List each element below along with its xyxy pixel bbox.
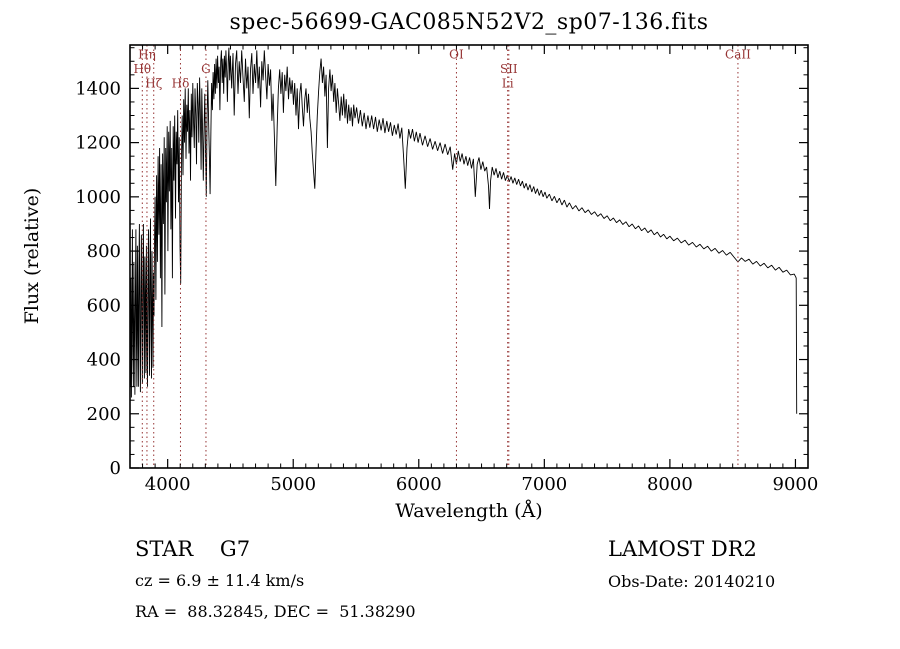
feature-label-Hδ: Hδ (172, 77, 190, 91)
x-tick-label: 7000 (521, 474, 567, 495)
y-tick-label: 400 (87, 350, 121, 371)
y-tick-label: 600 (87, 295, 121, 316)
feature-label-Hθ: Hθ (133, 62, 151, 76)
feature-label-Hη: Hη (138, 48, 156, 62)
x-tick-label: 8000 (647, 474, 693, 495)
y-axis-label: Flux (relative) (21, 187, 43, 325)
spectrum-line (129, 47, 798, 414)
feature-label-SII: SII (500, 62, 518, 76)
plot-frame (129, 44, 809, 469)
x-tick-label: 4000 (145, 474, 191, 495)
x-axis-label: Wavelength (Å) (395, 500, 543, 522)
plot-title: spec-56699-GAC085N52V2_sp07-136.fits (229, 10, 709, 35)
x-tick-label: 6000 (396, 474, 442, 495)
ra-dec-label: RA = 88.32845, DEC = 51.38290 (135, 602, 416, 621)
feature-label-G: G (201, 62, 211, 76)
x-tick-label: 9000 (773, 474, 819, 495)
x-tick-label: 5000 (270, 474, 316, 495)
feature-label-Hζ: Hζ (145, 77, 162, 91)
feature-label-OI: OI (449, 48, 464, 62)
y-tick-label: 1400 (75, 78, 121, 99)
survey-label: LAMOST DR2 (608, 537, 757, 561)
y-tick-label: 800 (87, 241, 121, 262)
y-tick-label: 0 (110, 458, 121, 479)
feature-label-CaII: CaII (725, 48, 751, 62)
y-tick-label: 200 (87, 404, 121, 425)
obs-date-label: Obs-Date: 20140210 (608, 572, 776, 591)
y-tick-label: 1000 (75, 187, 121, 208)
cz-value-label: cz = 6.9 ± 11.4 km/s (135, 571, 305, 590)
y-tick-label: 1200 (75, 133, 121, 154)
feature-label-Li: Li (502, 77, 514, 91)
object-class-label: STAR G7 (135, 537, 251, 561)
